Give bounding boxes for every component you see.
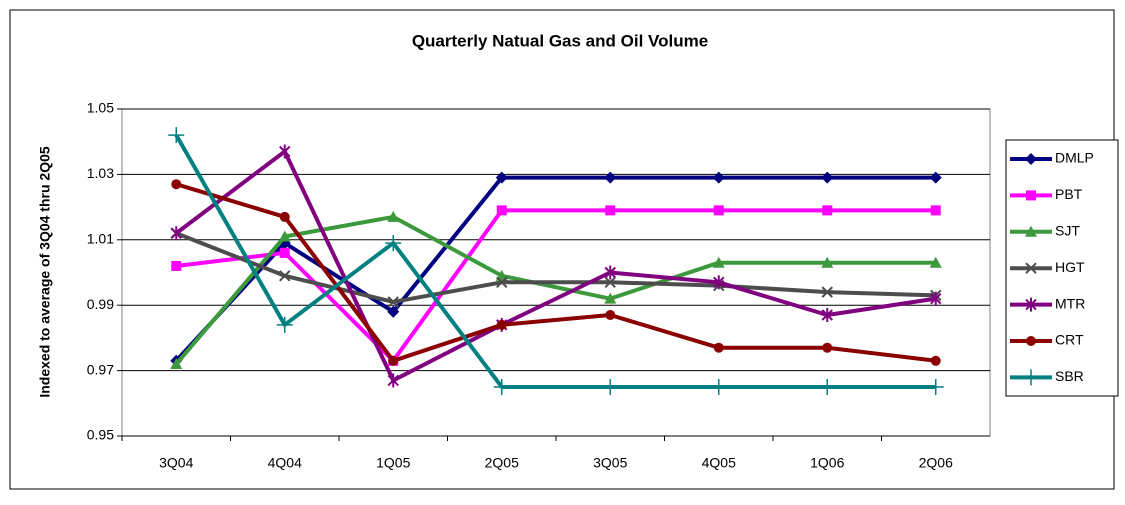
x-tick-label: 1Q06 [810, 455, 844, 471]
data-point [387, 210, 400, 222]
y-axis-label: Indexed to average of 3Q04 thru 2Q05 [37, 146, 53, 398]
data-point [496, 276, 508, 289]
x-tick-label: 3Q05 [593, 455, 627, 471]
data-point [385, 235, 402, 252]
data-point [821, 171, 834, 184]
data-point [930, 205, 941, 216]
data-point [171, 179, 182, 190]
data-point [930, 355, 941, 366]
legend-marker [1025, 225, 1037, 237]
y-tick-label: 0.95 [87, 427, 114, 443]
y-tick-label: 1.03 [87, 165, 114, 181]
data-point [604, 276, 616, 289]
series-line [175, 182, 936, 363]
data-point [496, 205, 507, 216]
legend-label: MTR [1055, 295, 1085, 311]
data-point [170, 226, 182, 241]
data-point [493, 378, 510, 395]
x-tick-label: 4Q04 [268, 455, 302, 471]
data-point [929, 171, 942, 184]
series-line [175, 149, 937, 383]
data-point [821, 286, 833, 298]
y-tick-label: 0.99 [87, 296, 114, 312]
chart-title: Quarterly Natual Gas and Oil Volume [412, 31, 708, 50]
x-tick-label: 1Q05 [376, 455, 410, 471]
data-point [387, 373, 399, 388]
x-tick-label: 3Q04 [159, 455, 193, 471]
data-point [279, 270, 291, 282]
chart-border [9, 9, 1115, 490]
legend-label: PBT [1055, 186, 1083, 202]
legend-marker [1026, 336, 1036, 346]
data-point [821, 308, 833, 323]
data-point [387, 305, 400, 318]
y-tick-label: 1.01 [87, 231, 114, 247]
data-point [605, 205, 616, 216]
data-point [276, 316, 293, 333]
data-point [712, 256, 725, 268]
data-point [604, 292, 617, 304]
legend-marker [1025, 297, 1037, 312]
legend-marker [1025, 262, 1037, 274]
y-tick-label: 0.97 [87, 361, 114, 377]
data-point [168, 127, 185, 144]
series-line [175, 231, 936, 304]
series-line [174, 214, 936, 366]
data-point [279, 144, 291, 159]
legend-label: DMLP [1055, 150, 1094, 166]
data-point [822, 342, 833, 353]
y-tick-label: 1.05 [87, 100, 114, 116]
data-point [496, 319, 507, 330]
data-point [604, 171, 617, 184]
data-point [819, 378, 836, 395]
legend-label: SJT [1055, 223, 1080, 239]
data-point [602, 378, 619, 395]
data-point [929, 256, 942, 268]
data-point [278, 230, 291, 242]
data-point [604, 265, 616, 280]
data-point [388, 355, 399, 366]
data-point [713, 342, 724, 353]
legend-marker [1026, 190, 1036, 201]
data-point [713, 275, 725, 290]
data-point [279, 211, 290, 222]
x-tick-label: 4Q05 [702, 455, 736, 471]
data-point [171, 260, 182, 271]
legend-marker [1025, 153, 1037, 165]
data-point [930, 291, 942, 306]
data-point [495, 171, 508, 184]
data-point [713, 205, 724, 216]
data-point [605, 310, 616, 321]
series-line [174, 175, 936, 363]
data-point [821, 256, 834, 268]
x-tick-label: 2Q05 [485, 455, 519, 471]
legend-label: SBR [1055, 368, 1084, 384]
data-point [170, 358, 183, 370]
legend-label: HGT [1055, 259, 1085, 275]
data-point [822, 205, 833, 216]
data-point [712, 171, 725, 184]
data-point [279, 247, 290, 258]
data-point [387, 296, 399, 308]
data-point [927, 378, 944, 395]
x-tick-label: 2Q06 [919, 455, 953, 471]
legend-label: CRT [1055, 332, 1084, 348]
series-line [174, 134, 936, 389]
data-point [710, 378, 727, 395]
series-line [176, 208, 936, 363]
legend-marker [1023, 369, 1039, 386]
